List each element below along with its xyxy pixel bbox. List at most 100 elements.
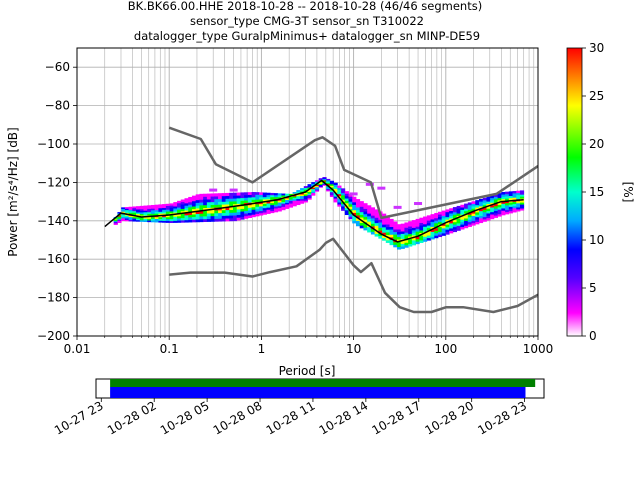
heatmap-cell [445, 217, 449, 220]
heatmap-cell [170, 211, 174, 213]
heatmap-cell [378, 220, 382, 223]
heatmap-cell [513, 210, 517, 212]
heatmap-cell [181, 218, 185, 221]
psd-plot-area: 0.01 0.1 1 10 100 1000 −200−180−160−140−120−1… [37, 48, 553, 356]
heatmap-cell [404, 245, 408, 248]
heatmap-cell [516, 207, 520, 209]
heatmap-cell [185, 208, 189, 211]
heatmap-cell [468, 202, 472, 205]
heatmap-cell [252, 214, 256, 217]
heatmap-cell [363, 225, 367, 228]
heatmap-cell [259, 211, 263, 214]
heatmap-cell [464, 221, 468, 224]
heatmap-cell [244, 211, 248, 214]
heatmap-cell [401, 234, 405, 237]
heatmap-cell [345, 196, 349, 199]
heatmap-cell [237, 193, 241, 196]
heatmap-cell [199, 194, 203, 197]
heatmap-cell [337, 190, 341, 192]
heatmap-cell [509, 191, 513, 193]
heatmap-cell [352, 202, 356, 205]
heatmap-cell [341, 208, 345, 211]
heatmap-cell [494, 215, 498, 218]
heatmap-cell [472, 216, 476, 219]
heatmap-cell [460, 205, 464, 208]
heatmap-cell [132, 206, 136, 208]
heatmap-cell [401, 229, 405, 232]
timeline-tick-label: 10-28 14 [317, 398, 371, 437]
heatmap-cell [416, 226, 420, 229]
heatmap-cell [378, 228, 382, 231]
heatmap-cell [170, 209, 174, 211]
heatmap-cell [248, 192, 252, 195]
heatmap-cell [483, 217, 487, 220]
heatmap-cell [173, 216, 177, 218]
heatmap-cell [516, 205, 520, 207]
heatmap-cell [438, 234, 442, 237]
heatmap-cell [509, 194, 513, 196]
heatmap-cell [222, 199, 226, 202]
heatmap-cell [229, 198, 233, 201]
heatmap-cell [334, 198, 338, 200]
heatmap-cell [151, 217, 155, 219]
heatmap-cell [501, 213, 505, 216]
heatmap-cell [181, 216, 185, 219]
heatmap-cell [393, 242, 397, 245]
heatmap-cell [386, 219, 390, 222]
heatmap-cell [356, 204, 360, 207]
heatmap-cell [360, 209, 364, 212]
heatmap-cell [419, 223, 423, 226]
heatmap-cell [196, 194, 200, 197]
heatmap-cell [431, 217, 435, 220]
heatmap-cell [449, 216, 453, 219]
heatmap-cell [233, 195, 237, 198]
heatmap-cell [166, 209, 170, 211]
heatmap-cell [192, 206, 196, 209]
heatmap-cell [475, 205, 479, 208]
heatmap-cell [356, 199, 360, 202]
heatmap-cell [252, 207, 256, 210]
heatmap-cell [240, 200, 244, 203]
heatmap-cell [457, 208, 461, 211]
y-axis-label: Power [m²/s⁴/Hz] [dB] [6, 127, 20, 256]
heatmap-cell [237, 212, 241, 215]
heatmap-cell [356, 207, 360, 210]
heatmap-cell [349, 216, 353, 219]
heatmap-cell [177, 207, 181, 209]
heatmap-cell [196, 200, 200, 203]
heatmap-cell [479, 220, 483, 223]
heatmap-cell [408, 231, 412, 234]
heatmap-cell [460, 207, 464, 210]
heatmap-cell [341, 193, 345, 196]
heatmap-cell [363, 209, 367, 212]
heatmap-cell [412, 220, 416, 223]
heatmap-cell [438, 232, 442, 235]
heatmap-cell [438, 229, 442, 232]
heatmap-cell [468, 219, 472, 222]
heatmap-cell [412, 230, 416, 233]
colorbar-tick-label: 0 [589, 329, 597, 343]
heatmap-cell [203, 205, 207, 208]
heatmap-cell [367, 205, 371, 208]
heatmap-cell [278, 195, 282, 197]
timeline-tick-label: 10-28 20 [422, 398, 476, 437]
heatmap-cell [386, 232, 390, 235]
heatmap-cell [382, 230, 386, 233]
heatmap-cell [151, 220, 155, 222]
heatmap-cell [505, 207, 509, 210]
heatmap-cell [438, 217, 442, 220]
heatmap-cell [158, 220, 162, 222]
heatmap-cell [203, 216, 207, 219]
heatmap-cell [419, 240, 423, 243]
heatmap-cell [360, 215, 364, 218]
heatmap-cell [177, 218, 181, 220]
heatmap-cell [151, 212, 155, 214]
heatmap-cell [382, 227, 386, 230]
heatmap-cell [449, 231, 453, 234]
heatmap-cell [520, 206, 524, 208]
colorbar-tick-label: 20 [589, 137, 604, 151]
heatmap-cell [386, 222, 390, 225]
heatmap-cell [218, 210, 222, 213]
colorbar-tick-label: 10 [589, 233, 604, 247]
heatmap-cell [226, 215, 230, 218]
